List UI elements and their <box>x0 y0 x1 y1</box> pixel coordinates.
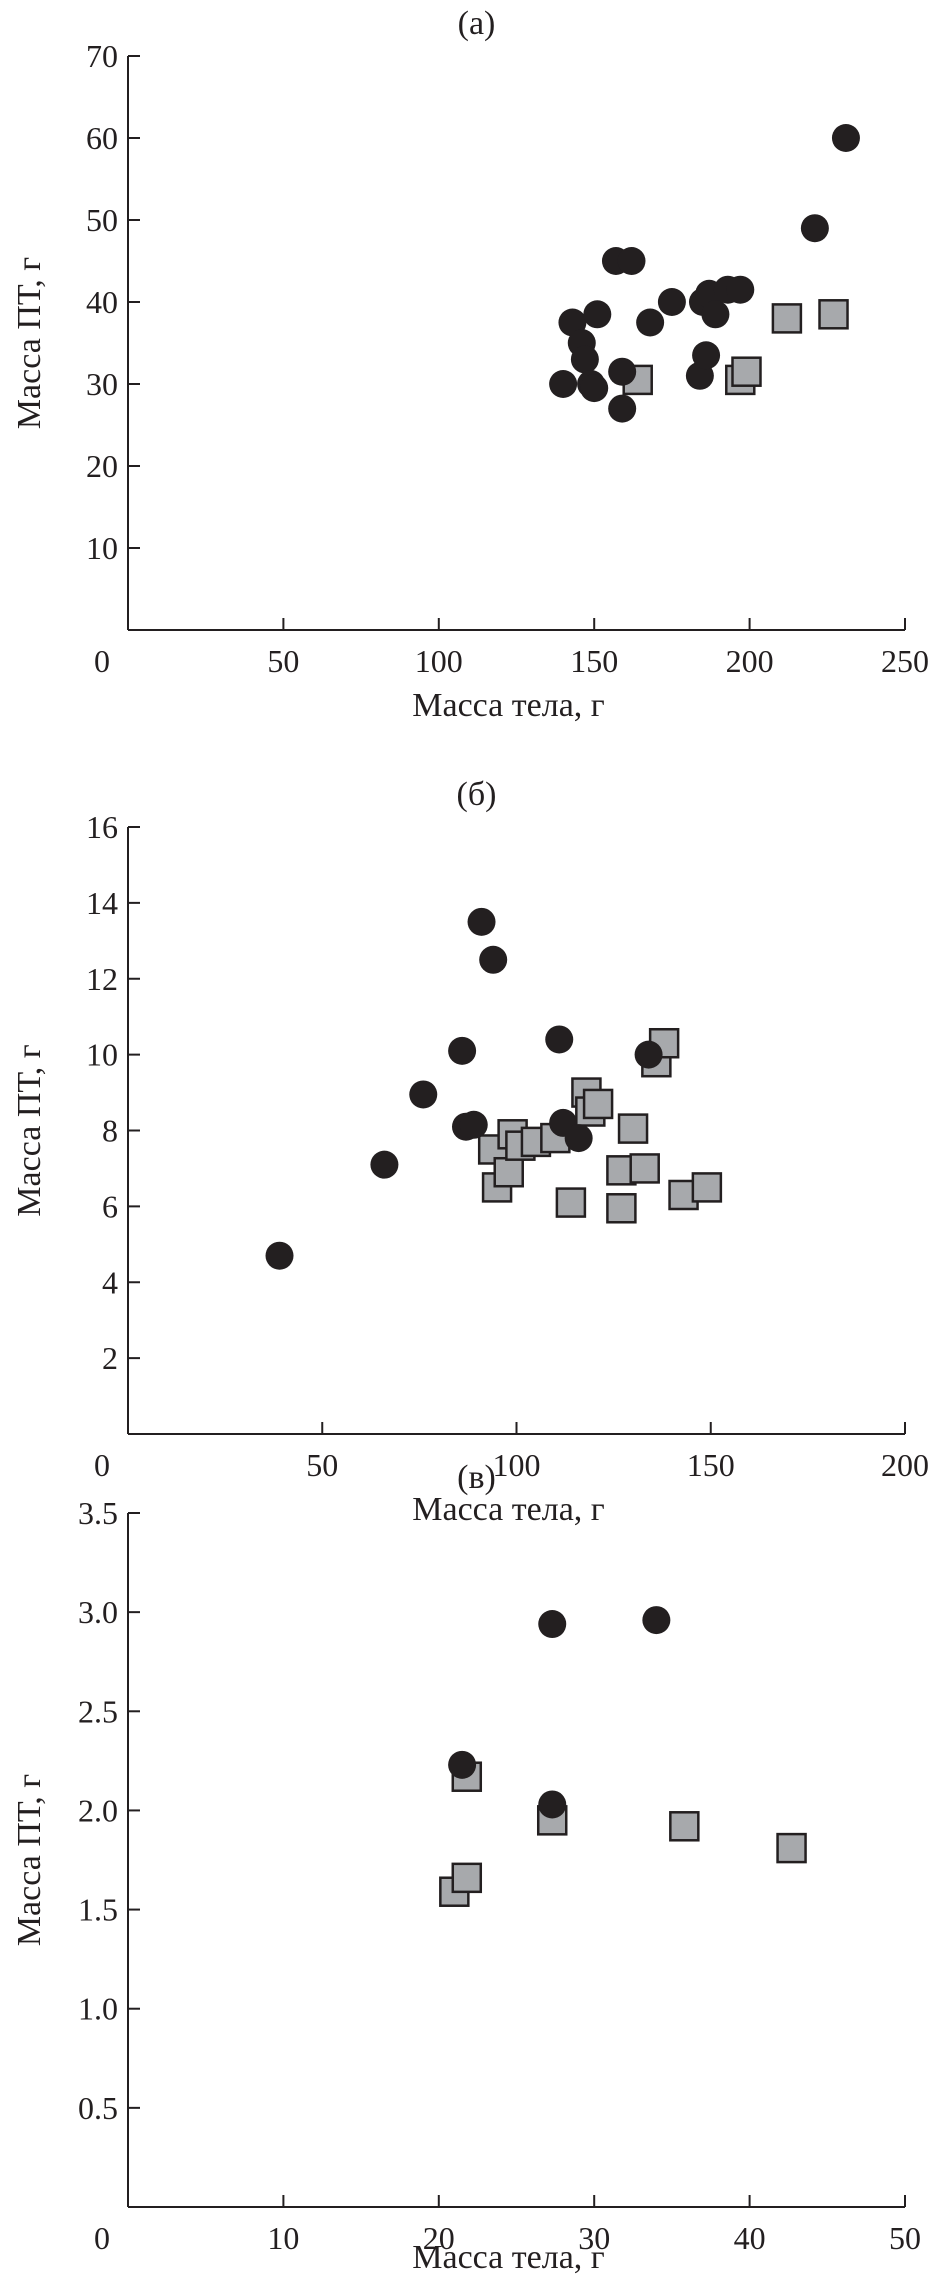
panel-title: (в) <box>457 1459 496 1496</box>
y-tick-label: 8 <box>102 1113 118 1149</box>
data-point-circle <box>459 1110 488 1139</box>
data-point-circle <box>409 1080 438 1109</box>
y-tick-label: 30 <box>86 366 118 402</box>
data-point-circle <box>538 1610 567 1639</box>
data-point-square <box>818 299 849 330</box>
x-tick-label: 150 <box>570 643 618 679</box>
x-tick-label: 100 <box>415 643 463 679</box>
data-point-circle <box>617 247 646 275</box>
x-tick-label: 10 <box>267 2220 299 2256</box>
y-tick-label: 40 <box>86 284 118 320</box>
x-tick-label: 40 <box>734 2220 766 2256</box>
chart-panel-2: (в) 0.5 1.0 1.5 2.0 2.5 3.0 3.5 0 10 20 30 40 50 Масса… <box>11 1459 921 2276</box>
x-tick-label: 50 <box>306 1447 338 1483</box>
x-tick-label: 20 <box>423 2220 455 2256</box>
data-point-circle <box>608 357 637 386</box>
data-point-circle <box>370 1150 399 1179</box>
x-tick-label: 50 <box>267 643 299 679</box>
data-point-circle <box>479 945 508 974</box>
x-tick-label: 0 <box>94 643 110 679</box>
data-point-circle <box>692 341 721 370</box>
y-tick-label: 50 <box>86 202 118 238</box>
y-axis-label: Масса ПТ, г <box>11 257 48 429</box>
data-point-circle <box>265 1241 294 1270</box>
data-point-circle <box>800 214 829 243</box>
data-point-square <box>691 1172 723 1203</box>
y-tick-label: 4 <box>102 1264 118 1300</box>
y-tick-label: 60 <box>86 120 118 156</box>
data-point-circle <box>545 1025 574 1054</box>
data-point-circle <box>538 1790 567 1819</box>
chart-panel-0: (а) 10 20 30 40 50 60 70 0 50 100 150 200 250 Масса те… <box>11 5 929 724</box>
x-axis-label: Масса тела, г <box>412 2239 605 2276</box>
y-tick-label: 1.0 <box>78 1991 118 2027</box>
data-point-circle <box>467 907 496 936</box>
y-tick-label: 2 <box>102 1340 118 1376</box>
y-tick-label: 16 <box>86 809 118 845</box>
data-point-square <box>606 1193 637 1224</box>
x-tick-label: 200 <box>881 1447 929 1483</box>
x-tick-label: 30 <box>578 2220 610 2256</box>
data-point-circle <box>726 275 755 304</box>
y-tick-label: 20 <box>86 448 118 484</box>
x-tick-label: 0 <box>94 2220 110 2256</box>
y-tick-label: 1.5 <box>78 1892 118 1928</box>
data-point-circle <box>564 1124 593 1153</box>
data-point-square <box>776 1832 807 1864</box>
panel-title: (а) <box>458 5 496 42</box>
y-tick-label: 3.0 <box>78 1594 118 1630</box>
x-axis-label: Масса тела, г <box>412 687 605 724</box>
data-point-circle <box>580 374 609 403</box>
x-tick-label: 0 <box>94 1447 110 1483</box>
data-point-circle <box>448 1750 477 1779</box>
data-point-square <box>617 1113 649 1144</box>
data-point-square <box>731 356 762 387</box>
data-point-circle <box>657 288 686 316</box>
data-point-square <box>771 303 803 334</box>
data-point-circle <box>831 124 860 152</box>
x-tick-label: 200 <box>726 643 774 679</box>
data-point-circle <box>636 308 665 337</box>
data-point-circle <box>642 1606 671 1635</box>
y-tick-label: 0.5 <box>78 2090 118 2126</box>
data-point-circle <box>448 1036 477 1065</box>
x-tick-label: 150 <box>687 1447 735 1483</box>
data-point-square <box>582 1088 614 1120</box>
data-point-square <box>555 1187 587 1218</box>
panel-title: (б) <box>457 776 497 813</box>
data-point-square <box>493 1156 524 1188</box>
y-tick-label: 2.5 <box>78 1693 118 1729</box>
y-axis-label: Масса ПТ, г <box>11 1774 48 1946</box>
y-axis-label: Масса ПТ, г <box>11 1044 48 1216</box>
y-tick-label: 2.0 <box>78 1792 118 1828</box>
x-tick-label: 50 <box>889 2220 921 2256</box>
y-tick-label: 6 <box>102 1188 118 1224</box>
y-tick-label: 12 <box>86 961 118 997</box>
data-point-circle <box>608 394 637 423</box>
y-tick-label: 10 <box>86 530 118 566</box>
data-point-square <box>629 1153 660 1184</box>
x-tick-label: 100 <box>493 1447 541 1483</box>
y-tick-label: 70 <box>86 38 118 74</box>
data-point-circle <box>634 1040 663 1069</box>
y-tick-label: 3.5 <box>78 1495 118 1531</box>
x-axis-label: Масса тела, г <box>412 1491 605 1528</box>
data-point-square <box>669 1811 700 1842</box>
data-point-circle <box>583 300 612 329</box>
data-point-circle <box>549 370 578 398</box>
chart-panel-1: (б) 2 4 6 8 10 12 14 16 0 50 100 150 200 Масса тела, г… <box>11 776 929 1528</box>
y-tick-label: 10 <box>86 1037 118 1073</box>
x-tick-label: 250 <box>881 643 929 679</box>
data-point-square <box>451 1862 483 1894</box>
data-point-circle <box>570 345 599 374</box>
y-tick-label: 14 <box>86 885 118 921</box>
data-point-circle <box>701 300 730 329</box>
